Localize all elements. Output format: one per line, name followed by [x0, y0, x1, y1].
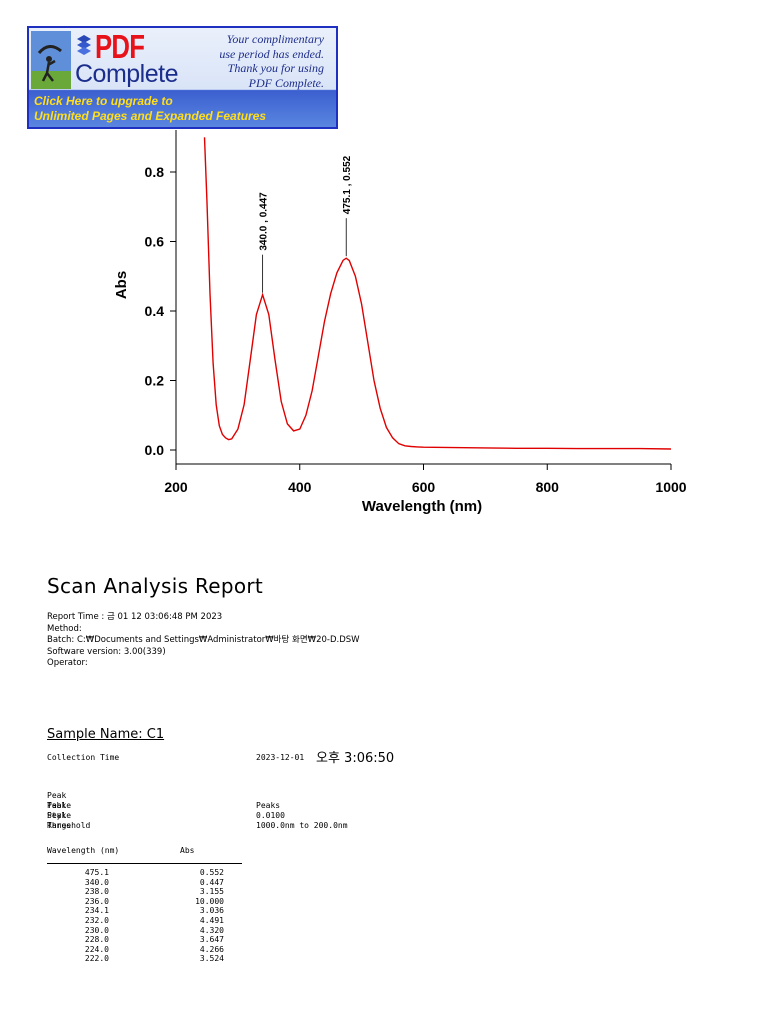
table-row: 340.0 0.447	[47, 878, 242, 888]
table-row: 236.0 10.000	[47, 897, 242, 907]
peak-label: 340.0 , 0.447	[259, 192, 270, 251]
table-row: 234.1 3.036	[47, 906, 242, 916]
peak-setting-key: Range	[47, 821, 72, 830]
peak-table: 475.1 0.552 340.0 0.447 238.0 3.155 236.0 10…	[47, 868, 242, 964]
abs-cell: 3.155	[199, 887, 224, 897]
peak-setting-value: 0.0100	[256, 811, 285, 820]
brand-pdf-text: PDF	[95, 28, 145, 65]
table-row: 232.0 4.491	[47, 916, 242, 926]
sample-name: Sample Name: C1	[47, 727, 165, 742]
table-row: 230.0 4.320	[47, 926, 242, 936]
x-tick-label: 800	[536, 479, 560, 495]
y-axis-label: Abs	[113, 271, 130, 299]
x-tick-label: 200	[164, 479, 188, 495]
report-time: Report Time : 금 01 12 03:06:48 PM 2023	[47, 612, 223, 622]
table-row: 475.1 0.552	[47, 868, 242, 878]
pdf-complete-upgrade-banner[interactable]: PDF Complete Your complimentary use peri…	[27, 26, 338, 129]
abs-cell: 4.320	[199, 925, 224, 935]
x-tick-label: 1000	[655, 479, 686, 495]
x-tick-label: 400	[288, 479, 312, 495]
collection-time-value: 오후 3:06:50	[316, 751, 395, 766]
wavelength-cell: 230.0	[84, 925, 109, 935]
abs-cell: 3.524	[199, 954, 224, 964]
report-batch: Batch: C:₩Documents and Settings₩Adminis…	[47, 635, 360, 645]
abs-cell: 10.000	[195, 896, 224, 906]
y-tick-label: 0.0	[145, 442, 165, 458]
y-tick-label: 0.4	[145, 303, 165, 319]
report-title: Scan Analysis Report	[47, 574, 264, 598]
table-row: 228.0 3.647	[47, 935, 242, 945]
abs-column-header: Abs	[180, 846, 195, 855]
abs-cell: 0.447	[199, 877, 224, 887]
spectrum-line	[203, 137, 672, 450]
message-line: Thank you for using	[227, 61, 324, 75]
brand-complete-text: Complete	[75, 60, 179, 88]
report-method: Method:	[47, 623, 82, 634]
abs-cell: 3.036	[199, 906, 224, 916]
y-tick-label: 0.2	[145, 373, 165, 389]
message-line: Your complimentary	[226, 32, 324, 46]
x-tick-label: 600	[412, 479, 436, 495]
peak-setting-value: 1000.0nm to 200.0nm	[256, 821, 348, 830]
report-meta: Report Time : 금 01 12 03:06:48 PM 2023 M…	[47, 612, 360, 670]
abs-cell: 0.552	[199, 868, 224, 877]
upgrade-link-line[interactable]: Unlimited Pages and Expanded Features	[34, 109, 267, 123]
message-line: PDF Complete.	[248, 75, 324, 90]
wavelength-cell: 475.1	[84, 868, 109, 877]
wavelength-cell: 228.0	[84, 935, 109, 945]
peak-table-header: Wavelength (nm) Abs	[47, 846, 242, 864]
trial-ended-message: Your complimentary use period has ended.…	[174, 32, 324, 90]
table-row: 222.0 3.524	[47, 954, 242, 964]
y-tick-label: 0.8	[145, 164, 165, 180]
x-axis-label: Wavelength (nm)	[362, 498, 482, 515]
y-tick-label: 0.6	[145, 234, 165, 250]
message-line: use period has ended.	[219, 46, 324, 61]
wavelength-cell: 234.1	[84, 906, 109, 916]
report-software-version: Software version: 3.00(339)	[47, 646, 166, 657]
pdf-stack-icon	[77, 35, 91, 55]
peak-setting-key: Peak Threshold	[47, 811, 91, 830]
chart-series	[203, 137, 672, 450]
wavelength-cell: 236.0	[84, 896, 109, 906]
peak-setting-key: Peak Table	[47, 791, 72, 810]
table-row: 238.0 3.155	[47, 887, 242, 897]
report-operator: Operator:	[47, 658, 88, 668]
chart-annotations: 340.0 , 0.447 475.1 , 0.552	[259, 155, 353, 293]
wavelength-cell: 340.0	[84, 877, 109, 887]
collection-date: 2023-12-01	[256, 753, 305, 762]
umbrella-man-logo-icon	[31, 31, 71, 89]
table-row: 224.0 4.266	[47, 945, 242, 955]
spectrum-chart: 200 400 600 800 1000 0.0 0.2 0.4 0.6 0.8 340.0 , …	[113, 130, 687, 515]
peak-setting-key: Peak Style	[47, 801, 72, 820]
pdf-complete-logo: PDF Complete	[75, 30, 225, 90]
peak-setting-value: Peaks	[256, 801, 281, 810]
abs-cell: 4.491	[199, 915, 224, 925]
wavelength-column-header: Wavelength (nm)	[47, 846, 120, 855]
peak-label: 475.1 , 0.552	[342, 155, 353, 214]
abs-cell: 4.266	[199, 944, 224, 954]
wavelength-cell: 238.0	[84, 887, 109, 897]
wavelength-cell: 224.0	[84, 944, 109, 954]
wavelength-cell: 222.0	[84, 954, 109, 964]
abs-cell: 3.647	[199, 935, 224, 945]
collection-time-label: Collection Time	[47, 753, 120, 762]
upgrade-link[interactable]: Click Here to upgrade to Unlimited Pages…	[34, 94, 324, 124]
chart-ticks: 200 400 600 800 1000 0.0 0.2 0.4 0.6 0.8	[145, 164, 687, 495]
chart-axes	[175, 130, 671, 465]
wavelength-cell: 232.0	[84, 915, 109, 925]
upgrade-link-line[interactable]: Click Here to upgrade to	[34, 94, 173, 108]
